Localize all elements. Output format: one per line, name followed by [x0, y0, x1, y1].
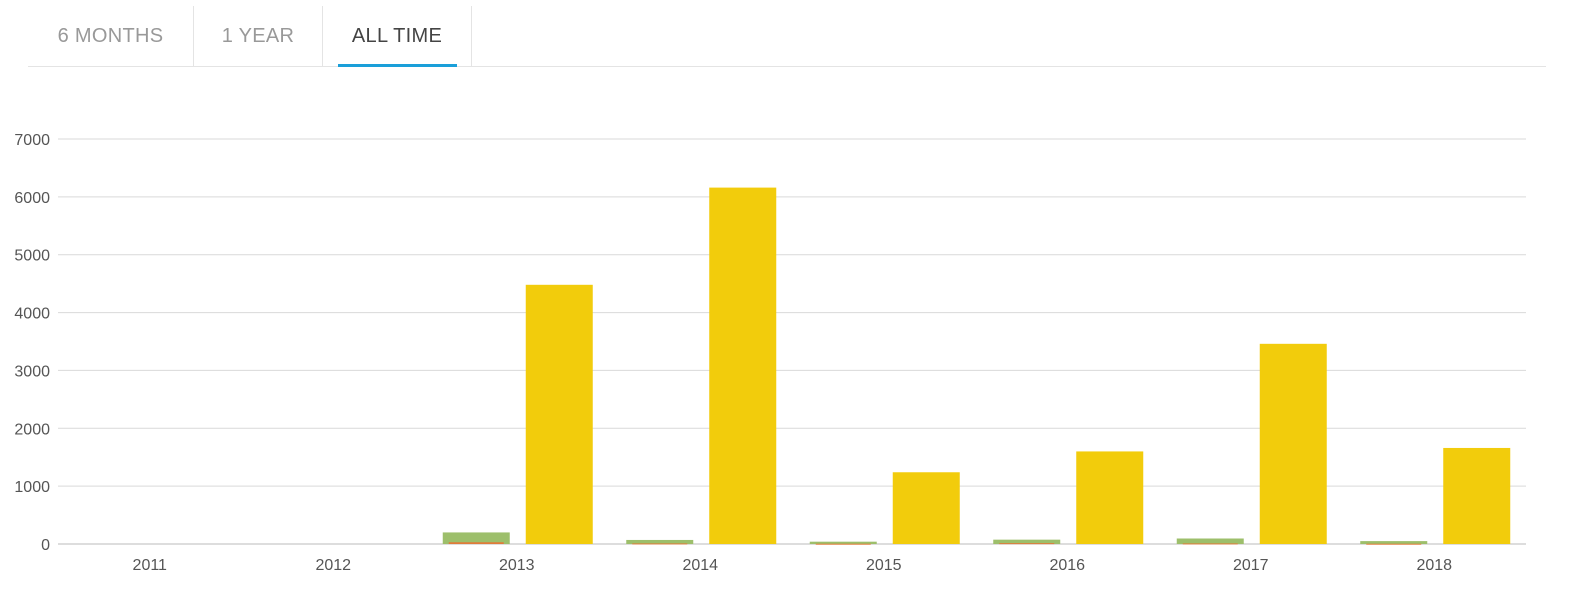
bar-2013-series-2[interactable]	[525, 284, 593, 544]
tab-all-time[interactable]: ALL TIME	[323, 6, 472, 67]
bar-2017-series-1[interactable]	[1182, 543, 1238, 545]
tab-label: ALL TIME	[351, 24, 443, 47]
bar-2014-series-1[interactable]	[632, 543, 688, 545]
bar-2015-series-1[interactable]	[815, 543, 871, 545]
range-tabs: 6 MONTHS 1 YEAR ALL TIME	[28, 6, 1546, 67]
tab-label: 1 YEAR	[221, 24, 295, 47]
x-tick-label: 2014	[682, 557, 718, 574]
x-tick-label: 2017	[1233, 557, 1269, 574]
y-tick-label: 4000	[14, 306, 50, 323]
y-tick-label: 2000	[14, 421, 50, 438]
bar-2014-series-2[interactable]	[709, 187, 777, 544]
bar-2014-series-0[interactable]	[626, 539, 694, 544]
bar-2018-series-1[interactable]	[1366, 543, 1422, 545]
x-axis: 2011 2012 2013 2014 2015 2016 2017 2018	[133, 557, 1453, 574]
y-tick-label: 1000	[14, 479, 50, 496]
bar-2017-series-2[interactable]	[1259, 343, 1327, 544]
bars	[442, 187, 1511, 545]
tab-label: 6 MONTHS	[57, 24, 164, 47]
x-tick-label: 2011	[133, 557, 168, 574]
tab-1-year[interactable]: 1 YEAR	[194, 6, 323, 66]
bar-2017-series-0[interactable]	[1176, 538, 1244, 544]
y-tick-label: 6000	[14, 190, 50, 207]
x-tick-label: 2016	[1049, 557, 1085, 574]
x-tick-label: 2015	[866, 557, 902, 574]
y-tick-label: 3000	[14, 363, 50, 380]
bar-2018-series-2[interactable]	[1443, 447, 1511, 544]
tab-6-months[interactable]: 6 MONTHS	[28, 6, 194, 66]
bar-2018-series-0[interactable]	[1360, 541, 1428, 544]
bar-2016-series-0[interactable]	[993, 539, 1061, 544]
bar-2013-series-0[interactable]	[442, 532, 510, 544]
y-tick-label: 0	[41, 537, 50, 554]
y-tick-label: 5000	[14, 248, 50, 265]
x-tick-label: 2013	[499, 557, 535, 574]
bar-2016-series-2[interactable]	[1076, 451, 1144, 544]
x-tick-label: 2012	[315, 557, 351, 574]
y-tick-label: 7000	[14, 132, 50, 149]
active-tab-indicator	[338, 64, 457, 67]
bar-2015-series-0[interactable]	[809, 541, 877, 544]
bar-2013-series-1[interactable]	[448, 542, 504, 544]
bar-2016-series-1[interactable]	[999, 543, 1055, 545]
bar-2015-series-2[interactable]	[892, 472, 960, 544]
x-tick-label: 2018	[1416, 557, 1452, 574]
y-axis: 0 1000 2000 3000 4000 5000 6000 7000	[14, 132, 50, 554]
